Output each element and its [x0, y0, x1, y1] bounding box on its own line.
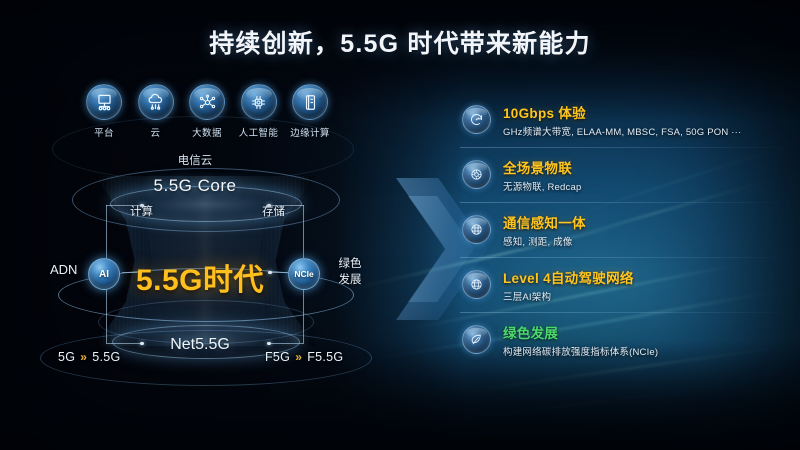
connector-ncie-line [270, 272, 288, 274]
capability-subtitle: 无源物联, Redcap [503, 181, 582, 193]
green-label-line1: 绿色 [338, 258, 362, 270]
capability-title: 10Gbps 体验 [503, 105, 586, 121]
leaf-icon [462, 325, 491, 354]
diagram-icon-label: 云 [150, 128, 161, 139]
architecture-diagram: 平台 云 大数据 [40, 84, 372, 386]
autonomous-network-icon [462, 270, 491, 299]
speedometer-icon [462, 105, 491, 134]
bracket-dot [267, 341, 271, 345]
orbit-ellipse-top [72, 168, 340, 232]
storage-label: 存储 [262, 206, 285, 218]
edge-device-icon [292, 84, 328, 120]
evolution-from: 5G [58, 350, 76, 364]
bracket-bottom-right-h [268, 343, 304, 345]
capability-subtitle: 三层AI架构 [503, 291, 552, 303]
ai-badge[interactable]: AI [88, 258, 120, 290]
capability-subtitle: 构建网络碳排放强度指标体系(NCIe) [503, 346, 659, 358]
evolution-tag-f5g: F5G » F5.5G [265, 350, 343, 364]
telecom-cloud-label: 电信云 [177, 155, 213, 167]
bracket-bottom-left-h [106, 343, 142, 345]
big-data-nodes-icon [189, 84, 225, 120]
diagram-icon-label: 边缘计算 [290, 128, 330, 139]
era-headline: 5.5G时代 [135, 264, 265, 297]
capability-row-10gbps[interactable]: 10Gbps 体验 GHz频谱大带宽, ELAA-MM, MBSC, FSA, … [458, 92, 800, 147]
capability-row-green[interactable]: 绿色发展 构建网络碳排放强度指标体系(NCIe) [458, 312, 800, 367]
compute-label: 计算 [130, 206, 153, 218]
cloud-icon [137, 84, 174, 120]
connector-dot-ai [138, 270, 142, 274]
diagram-icon-label: 平台 [94, 128, 114, 139]
net-label: Net5.5G [170, 336, 230, 353]
diagram-icon-cloud[interactable]: 云 [134, 84, 178, 139]
green-label-line2: 发展 [338, 273, 362, 286]
bracket-dot [140, 341, 144, 345]
green-development-side-label: 绿色 发展 [330, 257, 370, 288]
bracket-top-left-h [106, 205, 142, 207]
bracket-dot [140, 203, 144, 207]
evolution-to: 5.5G [92, 350, 121, 364]
connector-dot-ncie [268, 270, 272, 274]
monitor-platform-icon [86, 84, 122, 120]
capability-subtitle: GHz频谱大带宽, ELAA-MM, MBSC, FSA, 50G PON ··… [503, 126, 742, 138]
chevron-right-icon: » [80, 350, 88, 364]
capability-title: 通信感知一体 [503, 215, 586, 231]
diagram-icon-bigdata[interactable]: 大数据 [185, 84, 229, 139]
capability-title: Level 4自动驾驶网络 [503, 270, 634, 286]
diagram-icon-label: 人工智能 [238, 128, 279, 139]
capability-row-autonomous[interactable]: Level 4自动驾驶网络 三层AI架构 [458, 257, 800, 312]
bracket-top-right-h [268, 205, 304, 207]
evolution-to: F5.5G [307, 350, 344, 364]
capability-subtitle: 感知, 测距, 成像 [503, 236, 573, 248]
iot-connect-icon [462, 160, 491, 189]
capability-icon-row: 平台 云 大数据 [82, 84, 332, 139]
evolution-from: F5G [265, 350, 291, 364]
capability-list: 10Gbps 体验 GHz频谱大带宽, ELAA-MM, MBSC, FSA, … [458, 92, 800, 367]
adn-label: ADN [50, 262, 78, 277]
sensing-radar-icon [462, 215, 491, 244]
diagram-icon-platform[interactable]: 平台 [82, 84, 126, 139]
ai-chip-icon [240, 84, 277, 120]
connector-ai-line [122, 272, 140, 274]
evolution-tag-5g: 5G » 5.5G [58, 350, 121, 364]
ncie-badge[interactable]: NCIe [288, 258, 320, 290]
bracket-dot [267, 203, 271, 207]
diagram-icon-edge[interactable]: 边缘计算 [288, 84, 332, 139]
capability-row-sensing[interactable]: 通信感知一体 感知, 测距, 成像 [458, 202, 800, 257]
capability-title: 绿色发展 [503, 325, 559, 341]
core-label: 5.5G Core [153, 176, 237, 195]
chevron-right-icon: » [295, 350, 303, 364]
capability-row-iot[interactable]: 全场景物联 无源物联, Redcap [458, 147, 800, 202]
diagram-icon-label: 大数据 [192, 128, 222, 139]
background-top-fade [0, 0, 800, 120]
page-title: 持续创新，5.5G 时代带来新能力 [209, 30, 591, 58]
capability-title: 全场景物联 [503, 160, 572, 176]
diagram-icon-ai[interactable]: 人工智能 [237, 84, 281, 139]
